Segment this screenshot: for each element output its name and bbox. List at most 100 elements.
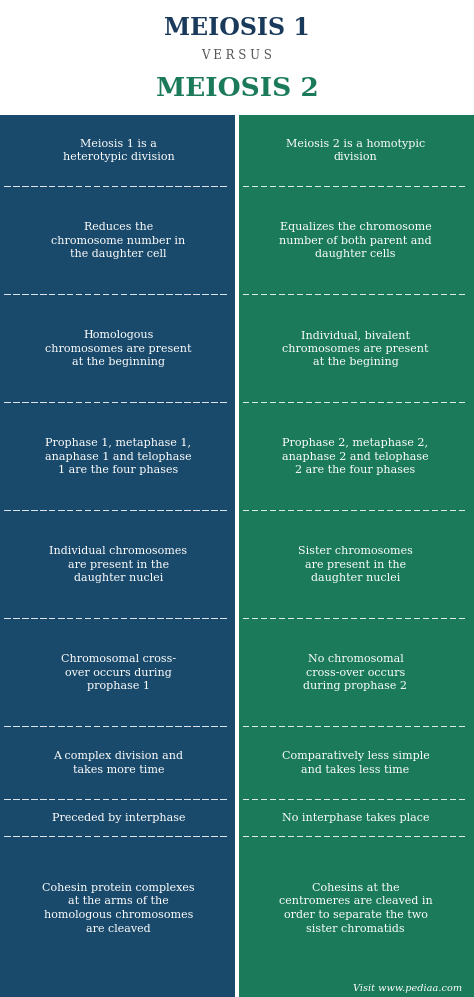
- Bar: [405, 294, 411, 295]
- Bar: [396, 726, 402, 728]
- Bar: [243, 726, 249, 728]
- Bar: [139, 726, 146, 728]
- Bar: [279, 835, 285, 837]
- Bar: [360, 402, 366, 404]
- Bar: [441, 294, 447, 295]
- Bar: [450, 294, 456, 295]
- Bar: [252, 618, 258, 619]
- Bar: [360, 726, 366, 728]
- Bar: [342, 294, 348, 295]
- Bar: [306, 510, 312, 511]
- Bar: [103, 835, 109, 837]
- Bar: [103, 799, 109, 800]
- Bar: [4, 618, 10, 619]
- Bar: [139, 510, 146, 511]
- Bar: [49, 402, 55, 404]
- Bar: [405, 618, 411, 619]
- Bar: [103, 618, 109, 619]
- Text: No interphase takes place: No interphase takes place: [282, 813, 429, 823]
- Bar: [369, 186, 375, 187]
- Bar: [22, 799, 28, 800]
- Bar: [405, 835, 411, 837]
- Bar: [202, 835, 209, 837]
- Bar: [414, 186, 420, 187]
- Bar: [342, 799, 348, 800]
- Bar: [405, 726, 411, 728]
- Bar: [252, 402, 258, 404]
- Text: Visit www.pediaa.com: Visit www.pediaa.com: [353, 984, 462, 993]
- Text: V E R S U S: V E R S U S: [201, 49, 273, 62]
- Bar: [22, 726, 28, 728]
- Bar: [13, 294, 19, 295]
- Bar: [387, 726, 393, 728]
- Bar: [306, 186, 312, 187]
- Bar: [40, 186, 46, 187]
- Bar: [94, 294, 100, 295]
- Bar: [166, 618, 173, 619]
- Bar: [324, 510, 330, 511]
- Bar: [369, 294, 375, 295]
- Bar: [315, 510, 321, 511]
- Bar: [85, 618, 91, 619]
- Bar: [112, 618, 118, 619]
- Bar: [270, 186, 276, 187]
- Bar: [130, 618, 137, 619]
- Bar: [184, 402, 191, 404]
- Bar: [459, 402, 465, 404]
- Bar: [360, 510, 366, 511]
- Bar: [85, 799, 91, 800]
- Bar: [202, 799, 209, 800]
- Bar: [139, 618, 146, 619]
- Bar: [396, 402, 402, 404]
- Bar: [351, 186, 357, 187]
- Bar: [333, 402, 339, 404]
- Bar: [184, 618, 191, 619]
- Bar: [396, 618, 402, 619]
- Bar: [40, 510, 46, 511]
- Bar: [414, 799, 420, 800]
- Bar: [297, 186, 303, 187]
- Bar: [76, 726, 82, 728]
- Bar: [157, 618, 164, 619]
- Bar: [405, 186, 411, 187]
- Bar: [166, 799, 173, 800]
- Bar: [360, 294, 366, 295]
- Bar: [351, 835, 357, 837]
- Bar: [13, 618, 19, 619]
- Bar: [157, 835, 164, 837]
- Bar: [76, 510, 82, 511]
- Bar: [288, 294, 294, 295]
- Bar: [166, 726, 173, 728]
- Bar: [261, 835, 267, 837]
- Bar: [315, 402, 321, 404]
- Bar: [414, 835, 420, 837]
- Bar: [76, 402, 82, 404]
- Bar: [193, 186, 200, 187]
- Bar: [76, 799, 82, 800]
- Bar: [432, 618, 438, 619]
- Bar: [112, 835, 118, 837]
- Bar: [130, 799, 137, 800]
- Text: Meiosis 1 is a
heterotypic division: Meiosis 1 is a heterotypic division: [63, 139, 174, 163]
- Bar: [31, 510, 37, 511]
- Text: Individual, bivalent
chromosomes are present
at the begining: Individual, bivalent chromosomes are pre…: [282, 330, 429, 367]
- Bar: [211, 726, 218, 728]
- Bar: [324, 618, 330, 619]
- Bar: [211, 294, 218, 295]
- Bar: [112, 402, 118, 404]
- Bar: [306, 835, 312, 837]
- Bar: [148, 618, 155, 619]
- Bar: [378, 294, 384, 295]
- Bar: [76, 186, 82, 187]
- Bar: [405, 799, 411, 800]
- Bar: [414, 294, 420, 295]
- Bar: [49, 799, 55, 800]
- Bar: [85, 402, 91, 404]
- Bar: [76, 835, 82, 837]
- Bar: [279, 799, 285, 800]
- Bar: [166, 294, 173, 295]
- Text: No chromosomal
cross-over occurs
during prophase 2: No chromosomal cross-over occurs during …: [303, 654, 408, 691]
- Bar: [211, 186, 218, 187]
- Bar: [94, 510, 100, 511]
- Bar: [184, 799, 191, 800]
